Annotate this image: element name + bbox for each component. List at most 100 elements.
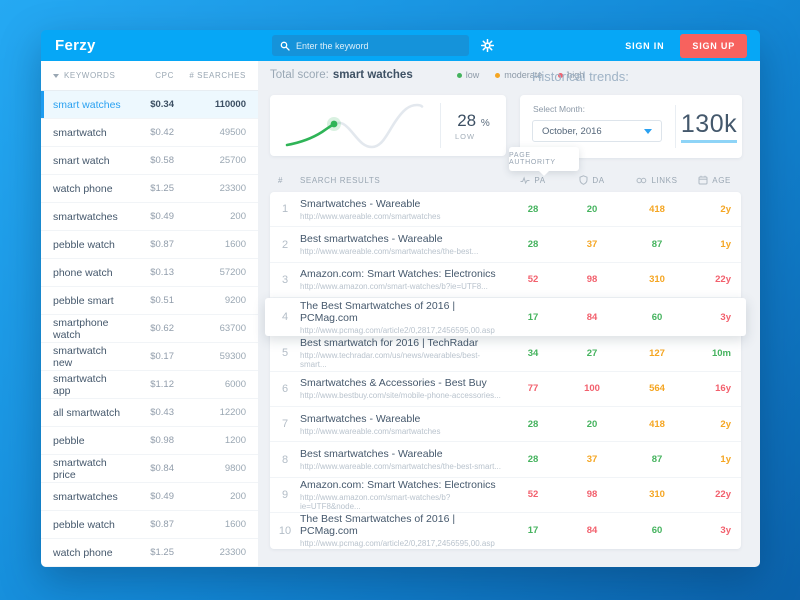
links-value: 87 xyxy=(651,454,663,466)
links-column-header[interactable]: LINKS xyxy=(623,176,691,185)
keyword-searches: 6000 xyxy=(224,379,246,390)
cpc-column-header[interactable]: CPC xyxy=(155,71,174,80)
result-url[interactable]: http://www.amazon.com/smart-watches/b?ie… xyxy=(300,282,488,292)
age-column-header[interactable]: AGE xyxy=(691,175,741,185)
age-value: 16y xyxy=(715,383,731,395)
keyword-row[interactable]: watch phone $1.25 23300 xyxy=(41,539,258,567)
score-level: LOW xyxy=(455,131,476,141)
result-url[interactable]: http://www.techradar.com/us/news/wearabl… xyxy=(300,351,481,370)
table-row[interactable]: 7 Smartwatches - Wareable http://www.warea… xyxy=(270,407,741,443)
result-url[interactable]: http://www.amazon.com/smart-watches/b?ie… xyxy=(300,492,451,511)
age-value: 10m xyxy=(711,347,731,359)
keyword-row[interactable]: pebble $0.98 1200 xyxy=(41,427,258,455)
table-row[interactable]: 6 Smartwatches & Accessories - Best Buy ht… xyxy=(270,372,741,407)
search-icon xyxy=(280,41,290,51)
age-value: 1y xyxy=(720,454,731,466)
result-url[interactable]: http://www.pcmag.com/article2/0,2817,245… xyxy=(300,539,495,549)
result-title: Smartwatches & Accessories - Best Buy xyxy=(300,377,487,390)
keyword-label: pebble smart xyxy=(53,294,114,307)
table-row[interactable]: 8 Best smartwatches - Wareable http://www.… xyxy=(270,442,741,478)
score-percent: 28 % xyxy=(457,110,490,130)
keyword-row[interactable]: all smartwatch $0.43 12200 xyxy=(41,399,258,427)
keyword-search-box[interactable] xyxy=(272,35,469,56)
searches-column-header[interactable]: # SEARCHES xyxy=(189,71,246,80)
links-value: 60 xyxy=(651,525,663,537)
table-row[interactable]: 10 The Best Smartwatches of 2016 | PCMag.… xyxy=(270,513,741,548)
keyword-searches: 9200 xyxy=(224,295,246,306)
result-title: The Best Smartwatches of 2016 | PCMag.co… xyxy=(300,513,456,538)
table-row[interactable]: 4 The Best Smartwatches of 2016 | PCMag.c… xyxy=(265,298,746,337)
keyword-label: phone watch xyxy=(53,266,113,279)
table-row[interactable]: 1 Smartwatches - Wareable http://www.warea… xyxy=(270,192,741,228)
keyword-label: watch phone xyxy=(53,546,113,559)
keyword-row[interactable]: smartwatches $0.49 200 xyxy=(41,203,258,231)
main-panel: Total score: smart watches low moderate hi… xyxy=(258,61,760,567)
sign-in-button[interactable]: SIGN IN xyxy=(625,40,665,51)
pa-column-header[interactable]: PA xyxy=(505,176,561,185)
keyword-row[interactable]: smartwatch $0.42 49500 xyxy=(41,119,258,147)
da-value: 37 xyxy=(586,454,598,466)
keyword-cpc: $0.17 xyxy=(150,351,174,362)
app-window: Ferzy SIGN IN SIGN UP xyxy=(41,30,760,567)
links-icon xyxy=(636,177,647,183)
total-score-keyword: smart watches xyxy=(332,69,413,81)
app-logo: Ferzy xyxy=(55,37,96,54)
keyword-row[interactable]: smartwatch price $0.84 9800 xyxy=(41,455,258,483)
calendar-icon xyxy=(698,175,708,185)
keyword-row[interactable]: watch phone $1.25 23300 xyxy=(41,175,258,203)
keyword-row[interactable]: smartwatches $0.49 200 xyxy=(41,483,258,511)
search-input[interactable] xyxy=(296,40,461,51)
result-rank: 6 xyxy=(281,382,289,395)
keywords-sort-header[interactable]: KEYWORDS xyxy=(53,71,126,80)
keyword-searches: 110000 xyxy=(214,99,246,110)
keyword-row[interactable]: phone watch $0.13 57200 xyxy=(41,259,258,287)
table-row[interactable]: 2 Best smartwatches - Wareable http://www.… xyxy=(270,227,741,263)
keyword-row[interactable]: pebble watch $0.87 1600 xyxy=(41,511,258,539)
keyword-row[interactable]: pebble watch $0.87 1600 xyxy=(41,231,258,259)
result-url[interactable]: http://www.wareable.com/smartwatches/the… xyxy=(300,462,501,472)
da-value: 20 xyxy=(586,203,598,215)
result-title: The Best Smartwatches of 2016 | PCMag.co… xyxy=(300,299,456,324)
keyword-searches: 59300 xyxy=(219,351,246,362)
result-rank: 1 xyxy=(281,203,289,216)
card-divider xyxy=(440,103,441,148)
result-url[interactable]: http://www.wareable.com/smartwatches xyxy=(300,426,441,436)
table-row[interactable]: 5 Best smartwatch for 2016 | TechRadar htt… xyxy=(270,336,741,372)
result-url[interactable]: http://www.wareable.com/smartwatches xyxy=(300,211,441,221)
keyword-label: smartphone watch xyxy=(53,316,109,341)
sign-up-button[interactable]: SIGN UP xyxy=(680,33,747,58)
result-title: Best smartwatches - Wareable xyxy=(300,448,443,461)
keyword-label: pebble watch xyxy=(53,518,115,531)
keyword-searches: 1600 xyxy=(224,239,246,250)
keyword-row[interactable]: pebble smart $0.51 9200 xyxy=(41,287,258,315)
age-value: 3y xyxy=(720,525,731,537)
result-url[interactable]: http://www.pcmag.com/article2/0,2817,245… xyxy=(300,325,495,335)
keyword-cpc: $0.42 xyxy=(150,127,174,138)
da-value: 84 xyxy=(586,525,598,537)
keyword-row[interactable]: smart watch $0.58 25700 xyxy=(41,147,258,175)
keyword-row[interactable]: smartwatch app $1.12 6000 xyxy=(41,371,258,399)
result-title-cell: Best smartwatches - Wareable http://www.w… xyxy=(300,233,505,256)
legend-dot-icon xyxy=(558,72,564,78)
da-value: 84 xyxy=(586,311,598,323)
da-column-header[interactable]: DA xyxy=(561,175,623,185)
keyword-searches: 23300 xyxy=(219,547,246,558)
age-value: 22y xyxy=(715,274,731,286)
month-dropdown[interactable]: October, 2016 xyxy=(532,120,662,142)
results-table-header: # SEARCH RESULTS PA DA xyxy=(270,172,741,188)
links-value: 418 xyxy=(649,203,665,215)
legend-label: moderate xyxy=(504,70,543,80)
table-row[interactable]: 3 Amazon.com: Smart Watches: Electronics h… xyxy=(270,263,741,299)
table-row[interactable]: 9 Amazon.com: Smart Watches: Electronics h… xyxy=(270,478,741,514)
keyword-row[interactable]: smart watches $0.34 110000 xyxy=(41,91,258,119)
keyword-searches: 49500 xyxy=(219,127,246,138)
gear-icon[interactable] xyxy=(481,39,494,52)
result-url[interactable]: http://www.bestbuy.com/site/mobile-phone… xyxy=(300,391,501,401)
keyword-row[interactable]: smartphone watch $0.62 63700 xyxy=(41,315,258,343)
result-title: Smartwatches - Wareable xyxy=(300,412,421,425)
keyword-cpc: $1.12 xyxy=(150,379,174,390)
age-value: 22y xyxy=(715,489,731,501)
result-url[interactable]: http://www.wareable.com/smartwatches/the… xyxy=(300,247,479,257)
keyword-row[interactable]: smartwatch new $0.17 59300 xyxy=(41,343,258,371)
